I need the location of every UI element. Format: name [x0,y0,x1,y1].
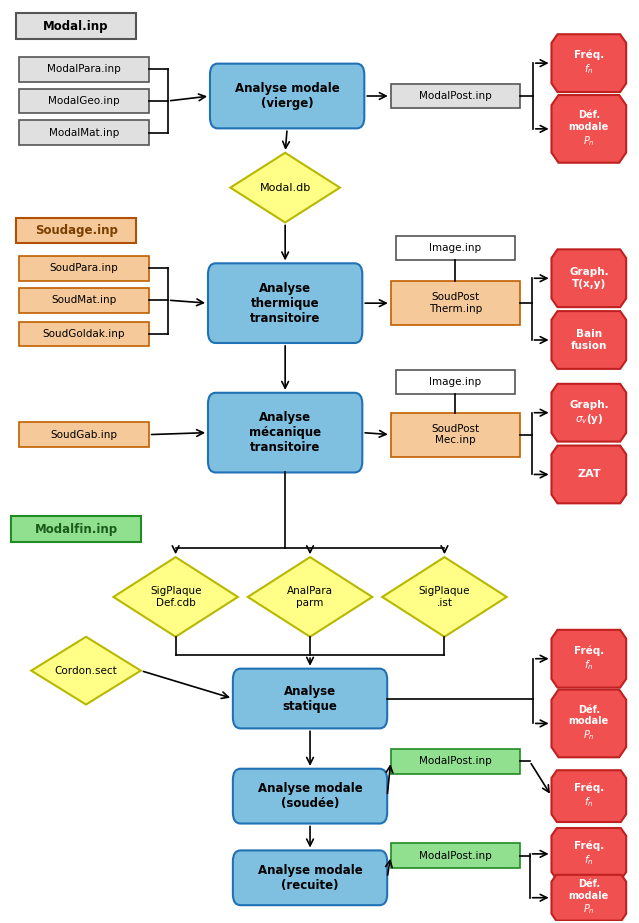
Polygon shape [113,557,238,637]
Text: Analyse
thermique
transitoire: Analyse thermique transitoire [250,282,320,325]
Text: ModalGeo.inp: ModalGeo.inp [48,96,120,106]
Text: ModalPost.inp: ModalPost.inp [419,91,492,101]
Text: Analyse
statique: Analyse statique [282,685,337,713]
Text: Image.inp: Image.inp [429,377,481,387]
Text: ModalPost.inp: ModalPost.inp [419,851,492,861]
Text: Modal.db: Modal.db [259,183,311,193]
Text: SoudGab.inp: SoudGab.inp [50,429,118,439]
Polygon shape [551,95,626,162]
Text: AnalPara
parm: AnalPara parm [287,586,333,607]
Text: Fréq.
$f_n$: Fréq. $f_n$ [574,783,604,809]
Polygon shape [31,637,141,704]
Text: Modalfin.inp: Modalfin.inp [35,522,118,535]
Bar [19,422,149,447]
Bar [390,282,520,325]
Text: SoudGoldak.inp: SoudGoldak.inp [43,329,125,339]
FancyBboxPatch shape [233,769,387,823]
Text: Analyse modale
(soudée): Analyse modale (soudée) [258,782,362,810]
FancyBboxPatch shape [233,850,387,905]
Text: ModalMat.inp: ModalMat.inp [49,128,119,138]
Text: Image.inp: Image.inp [429,244,481,254]
Text: ModalPost.inp: ModalPost.inp [419,756,492,766]
Polygon shape [551,249,626,307]
Polygon shape [248,557,373,637]
Polygon shape [551,311,626,369]
FancyBboxPatch shape [208,263,362,343]
Bar [396,236,515,260]
Text: Analyse
mécanique
transitoire: Analyse mécanique transitoire [249,411,321,454]
Text: Bain
fusion: Bain fusion [571,330,607,351]
Text: Cordon.sect: Cordon.sect [55,665,118,676]
Text: SoudPost
Mec.inp: SoudPost Mec.inp [431,424,479,446]
Polygon shape [551,875,626,920]
FancyBboxPatch shape [233,668,387,728]
Bar [390,749,520,773]
Bar [390,84,520,108]
Polygon shape [382,557,507,637]
Polygon shape [551,828,626,880]
Polygon shape [551,384,626,441]
Bar [19,89,149,114]
Polygon shape [231,153,340,222]
Text: Soudage.inp: Soudage.inp [35,224,118,237]
Text: Déf.
modale
$P_n$: Déf. modale $P_n$ [569,705,609,742]
FancyBboxPatch shape [210,64,364,128]
Polygon shape [551,689,626,757]
Bar [19,288,149,313]
FancyBboxPatch shape [208,393,362,473]
Text: SoudPara.inp: SoudPara.inp [50,263,118,273]
Bar [17,218,136,244]
Polygon shape [551,629,626,688]
Text: Analyse modale
(recuite): Analyse modale (recuite) [258,864,362,892]
Bar [390,413,520,457]
Bar [396,370,515,394]
Text: Déf.
modale
$P_n$: Déf. modale $P_n$ [569,879,609,917]
Text: SoudMat.inp: SoudMat.inp [51,295,117,306]
Text: Graph.
T(x,y): Graph. T(x,y) [569,268,608,289]
Bar [19,120,149,145]
Text: SigPlaque
.ist: SigPlaque .ist [419,586,470,607]
Text: Modal.inp: Modal.inp [43,19,109,33]
Text: ZAT: ZAT [577,470,601,479]
Polygon shape [551,446,626,503]
Text: SigPlaque
Def.cdb: SigPlaque Def.cdb [150,586,201,607]
Bar [17,13,136,40]
Text: Fréq.
$f_n$: Fréq. $f_n$ [574,841,604,867]
Text: Analyse modale
(vierge): Analyse modale (vierge) [235,82,339,110]
Text: Déf.
modale
$P_n$: Déf. modale $P_n$ [569,110,609,148]
Text: ModalPara.inp: ModalPara.inp [47,64,121,74]
Text: Fréq.
$f_n$: Fréq. $f_n$ [574,50,604,77]
Text: Fréq.
$f_n$: Fréq. $f_n$ [574,645,604,672]
Text: SoudPost
Therm.inp: SoudPost Therm.inp [429,293,482,314]
Polygon shape [551,34,626,92]
Bar [390,844,520,869]
Bar [19,56,149,81]
Bar [19,321,149,346]
Text: Graph.
$\sigma_v$(y): Graph. $\sigma_v$(y) [569,400,608,426]
Bar [12,516,141,542]
Polygon shape [551,770,626,822]
Bar [19,256,149,281]
